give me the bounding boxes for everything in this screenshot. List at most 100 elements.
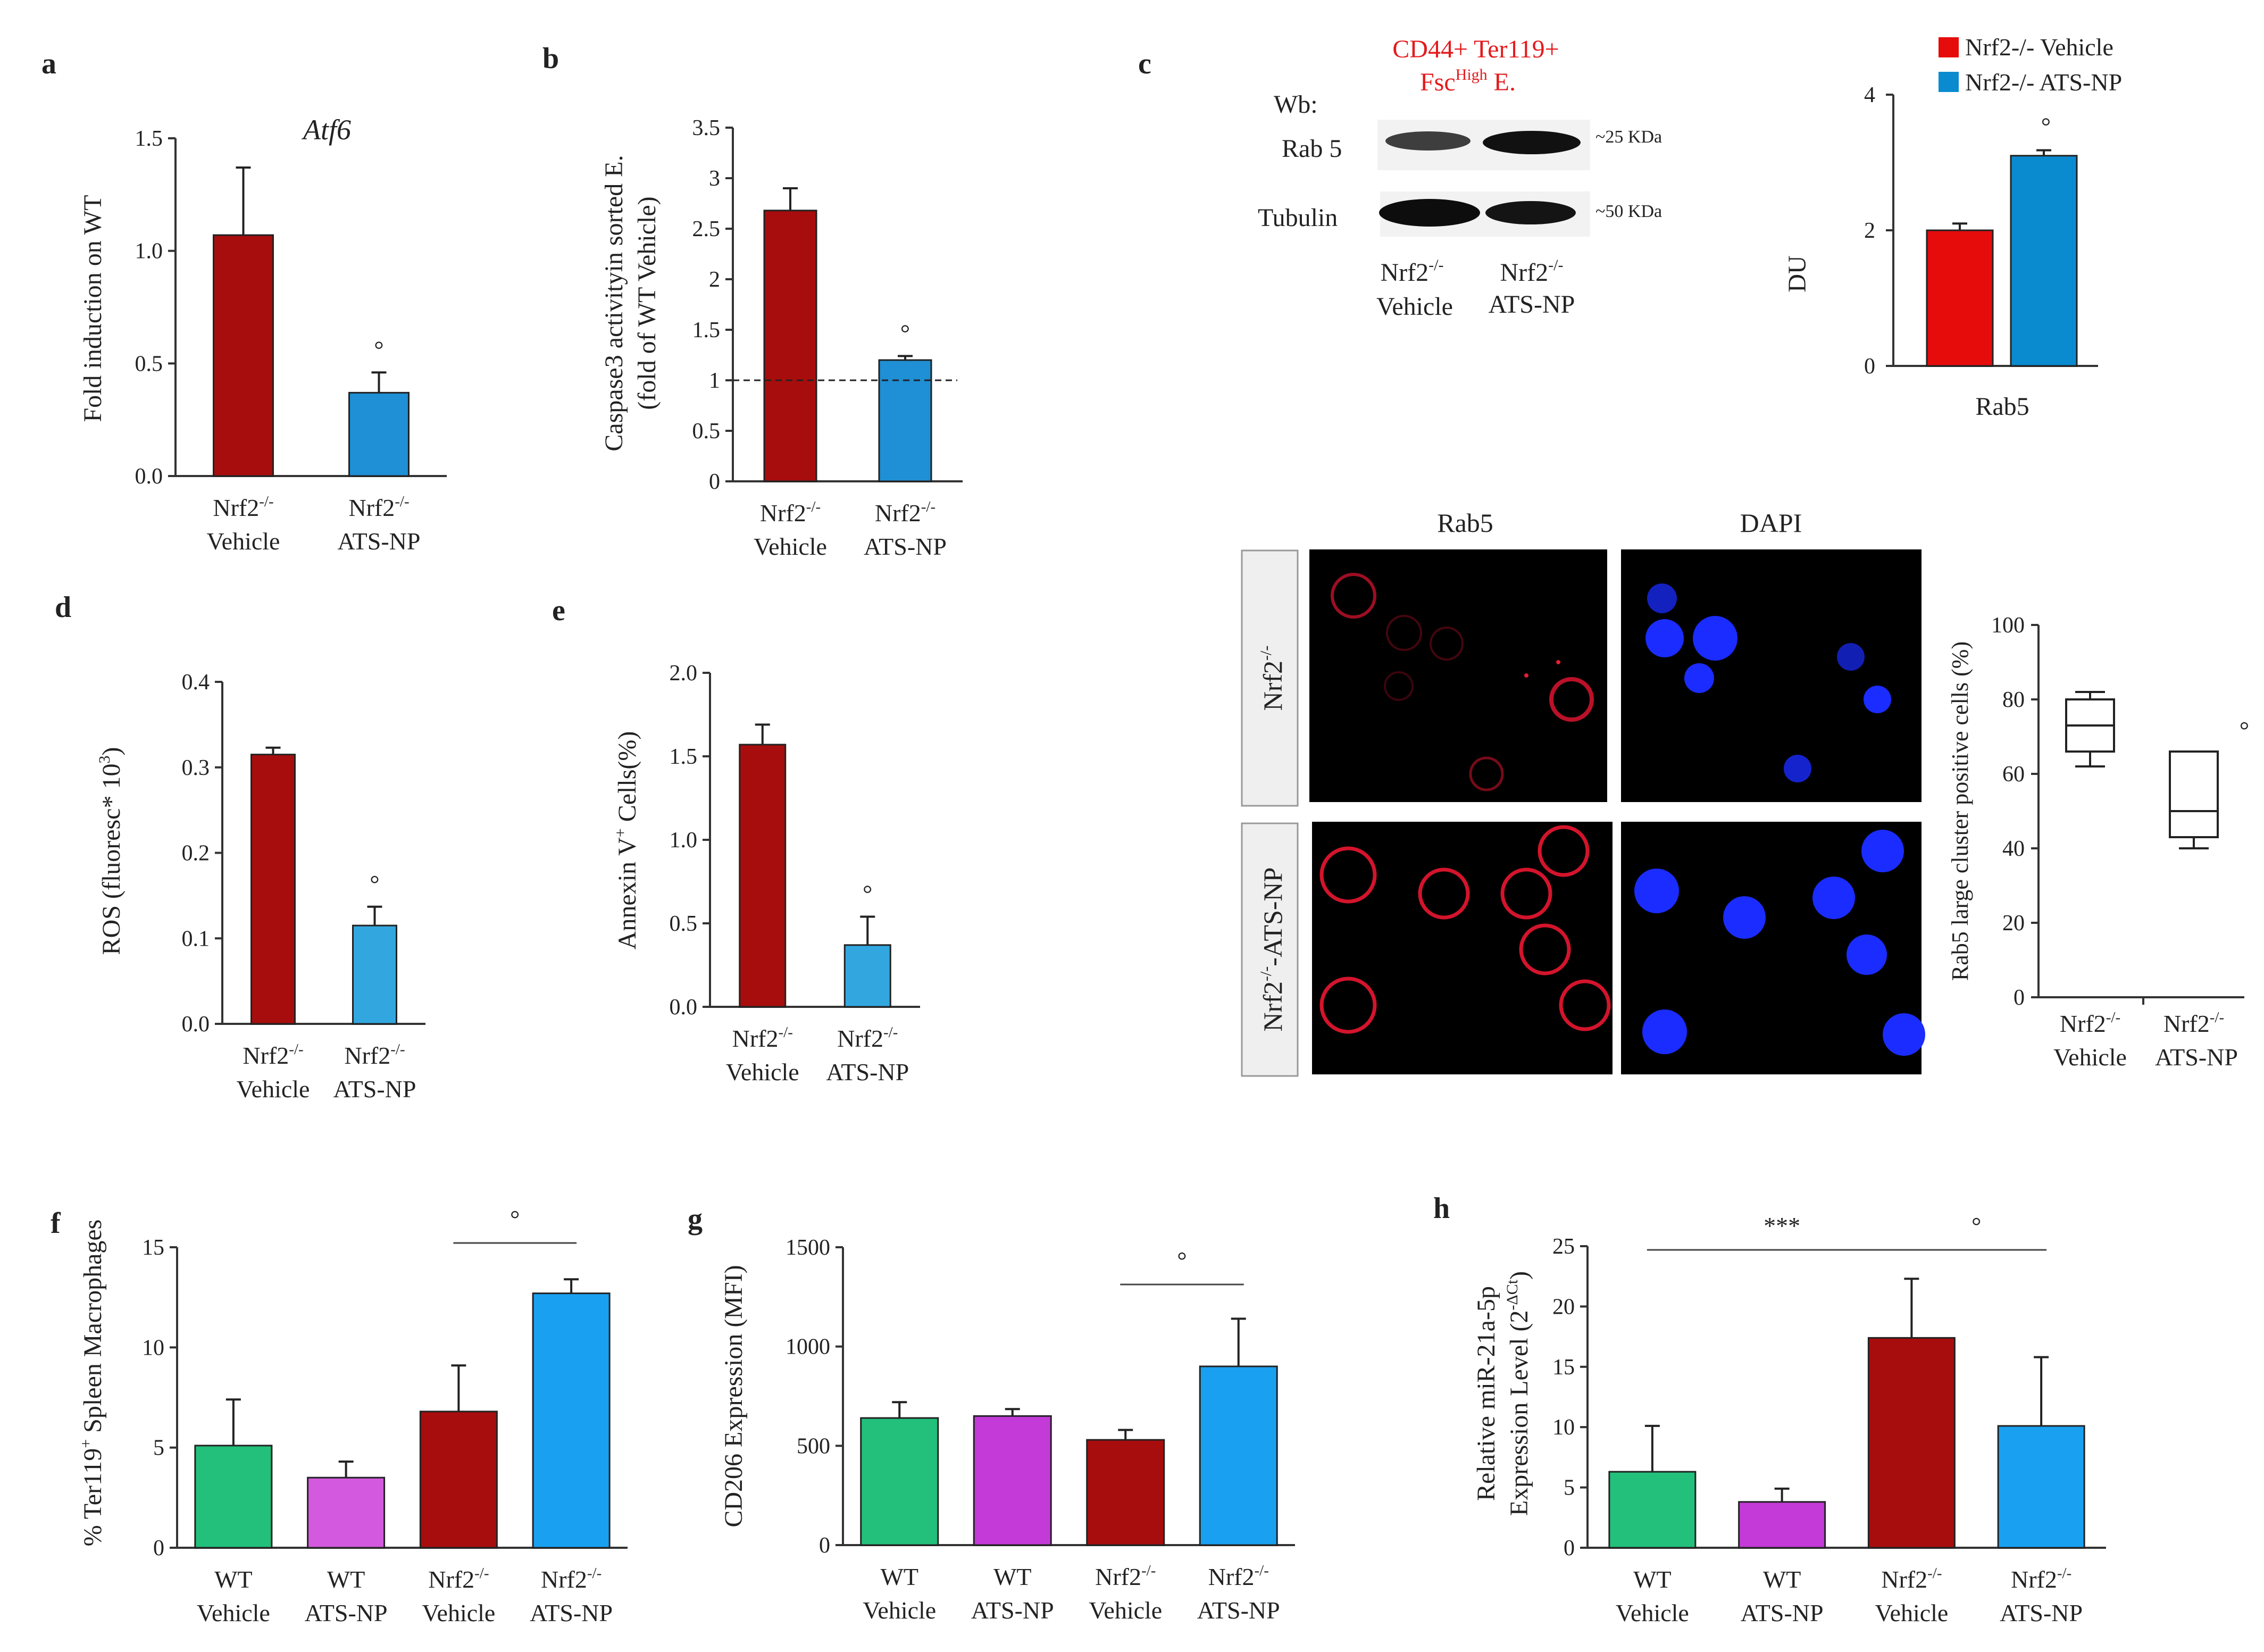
x-label-3-line2: ATS-NP	[1197, 1597, 1280, 1624]
y-axis-label-line2: Expression Level (2-ΔCt)	[1503, 1271, 1533, 1516]
y-tick-label: 1500	[786, 1236, 830, 1260]
significance-1: °	[2240, 716, 2249, 744]
x-label-0-line2: Vehicle	[726, 1058, 799, 1086]
x-label-3-line1: Nrf2-/-	[2011, 1565, 2071, 1593]
x-label-3-line2: ATS-NP	[530, 1599, 613, 1626]
bar-0	[763, 210, 817, 482]
bracket-label-0: ***	[1764, 1212, 1800, 1239]
panel-label-a: a	[41, 47, 56, 80]
wb-label: Wb:	[1274, 90, 1318, 119]
y-tick-label: 0.0	[670, 995, 698, 1020]
y-tick-label: 0.5	[692, 419, 721, 444]
band-tubulin-atsnp	[1485, 201, 1576, 224]
x-label-1-line2: ATS-NP	[305, 1599, 388, 1626]
y-axis-label: % Ter119+ Spleen Macrophages	[77, 1220, 107, 1547]
y-tick-label: 0.0	[182, 1012, 210, 1037]
bar-1	[307, 1476, 386, 1549]
y-tick-label: 1.5	[692, 318, 721, 343]
y-tick-label: 2.0	[670, 661, 698, 686]
panel-label-c: c	[1138, 47, 1151, 80]
bar-0	[1608, 1471, 1697, 1549]
x-label-0-line1: Nrf2-/-	[732, 1024, 793, 1052]
bar-0	[739, 744, 787, 1008]
bracket-label-0: °	[1177, 1247, 1187, 1274]
y-tick-label: 0.3	[182, 756, 210, 780]
micro-row-label-2: Nrf2-/--ATS-NP	[1257, 867, 1288, 1032]
x-label-0-line2: Vehicle	[237, 1075, 310, 1103]
bar-3	[532, 1292, 611, 1549]
micro-row-label-box-1	[1241, 549, 1299, 807]
chart-ros: 0.0 0.1 0.2 0.3 0.4 Nrf2-/- Vehicle ° Nrf2-/- ATS…	[96, 670, 425, 1103]
y-tick-label: 0.0	[135, 464, 163, 489]
micro-row-label-box-2	[1241, 822, 1299, 1077]
y-tick-label: 0	[2014, 986, 2025, 1010]
x-label-1-line1: Nrf2-/-	[2163, 1009, 2224, 1037]
y-tick-label: 4	[1864, 83, 1875, 107]
y-tick-label: 20	[2002, 911, 2025, 936]
x-label-0-line2: Vehicle	[1616, 1599, 1689, 1626]
x-label-1-line2: ATS-NP	[971, 1597, 1054, 1624]
legend: Nrf2-/- Vehicle Nrf2-/- ATS-NP	[1939, 34, 2122, 96]
legend-vehicle: Nrf2-/- Vehicle	[1965, 34, 2113, 61]
bar-2	[419, 1411, 498, 1549]
x-label-0-line2: Vehicle	[863, 1597, 936, 1624]
bar-3	[1199, 1365, 1278, 1546]
y-tick-label: 0	[1864, 354, 1875, 379]
bar-0	[1926, 229, 1994, 367]
x-label-1-line1: Nrf2-/-	[875, 498, 935, 527]
y-axis-label: DU	[1783, 255, 1811, 292]
y-axis-label: Annexin V+ Cells(%)	[612, 731, 641, 950]
bar-2	[1867, 1337, 1956, 1549]
y-tick-label: 1.0	[135, 239, 163, 264]
y-axis-label: Fold induction on WT	[79, 195, 107, 422]
y-tick-label: 0.2	[182, 841, 210, 866]
kda-rab5: ~25 KDa	[1595, 127, 1662, 147]
x-label-2-line2: Vehicle	[1875, 1599, 1948, 1626]
bar-1	[1738, 1501, 1826, 1549]
bar-0	[860, 1417, 939, 1546]
x-label-0-line2: Vehicle	[207, 528, 280, 555]
x-axis-label: Rab5	[1975, 393, 2029, 421]
y-tick-label: 1.5	[670, 745, 698, 769]
y-tick-label: 0.4	[182, 670, 210, 695]
bar-1	[973, 1415, 1052, 1546]
y-tick-label: 0.1	[182, 927, 210, 951]
x-label-2-line2: Vehicle	[422, 1599, 495, 1626]
y-tick-label: 1	[709, 369, 720, 393]
x-label-0-line2: Vehicle	[2053, 1044, 2127, 1071]
blot-title-line1: CD44+ Ter119+	[1392, 35, 1559, 63]
y-tick-label: 15	[1552, 1355, 1575, 1380]
chart-mir21a: 0 5 10 15 20 25 WT Vehicle WT ATS-NP Nrf2-/- Vehicl…	[1472, 1212, 2106, 1626]
y-tick-label: 10	[1552, 1415, 1575, 1440]
y-tick-label: 1.5	[135, 127, 163, 151]
microscopy-grid: Rab5 DAPI Nrf2-/- Nrf2-/--ATS-NP	[1241, 508, 1925, 1077]
x-label-0-line1: Nrf2-/-	[760, 498, 821, 527]
blot-lane1-line1: Nrf2-/-	[1381, 256, 1444, 287]
x-label-0-line1: Nrf2-/-	[243, 1041, 303, 1069]
box-1	[2169, 750, 2219, 838]
x-label-2-line1: Nrf2-/-	[428, 1565, 489, 1593]
chart-atf6: 0.0 0.5 1.0 1.5 Nrf2-/- Vehicle ° Nrf2-/- ATS-NP…	[79, 114, 447, 555]
blot-title-line2: FscHigh E.	[1420, 66, 1516, 96]
y-tick-label: 1.0	[670, 828, 698, 853]
blot-row-rab5: Rab 5	[1282, 135, 1342, 163]
y-tick-label: 80	[2002, 688, 2025, 712]
x-label-1-line2: ATS-NP	[1741, 1599, 1824, 1626]
y-tick-label: 0	[153, 1536, 164, 1561]
bar-1	[2010, 155, 2078, 367]
y-tick-label: 5	[1564, 1476, 1575, 1500]
y-tick-label: 0.5	[135, 352, 163, 376]
x-label-1-line1: Nrf2-/-	[837, 1024, 898, 1052]
y-axis-label: CD206 Expression (MFI)	[720, 1265, 748, 1527]
x-label-0-line2: Vehicle	[754, 533, 827, 560]
bracket-label-1: °	[1971, 1212, 1981, 1239]
x-label-2-line1: Nrf2-/-	[1881, 1565, 1942, 1593]
chart-cd206: 0 500 1000 1500 WT Vehicle WT ATS-NP Nrf2-/- Vehi…	[720, 1236, 1295, 1624]
x-label-3-line1: Nrf2-/-	[1208, 1562, 1269, 1590]
panel-label-f: f	[51, 1207, 61, 1240]
panel-label-b: b	[542, 42, 559, 75]
y-axis-label-line1: Caspase3 activityin sorted E.	[600, 155, 628, 451]
y-tick-label: 1000	[786, 1335, 830, 1359]
panel-label-d: d	[55, 591, 71, 624]
y-tick-label: 25	[1552, 1234, 1575, 1259]
